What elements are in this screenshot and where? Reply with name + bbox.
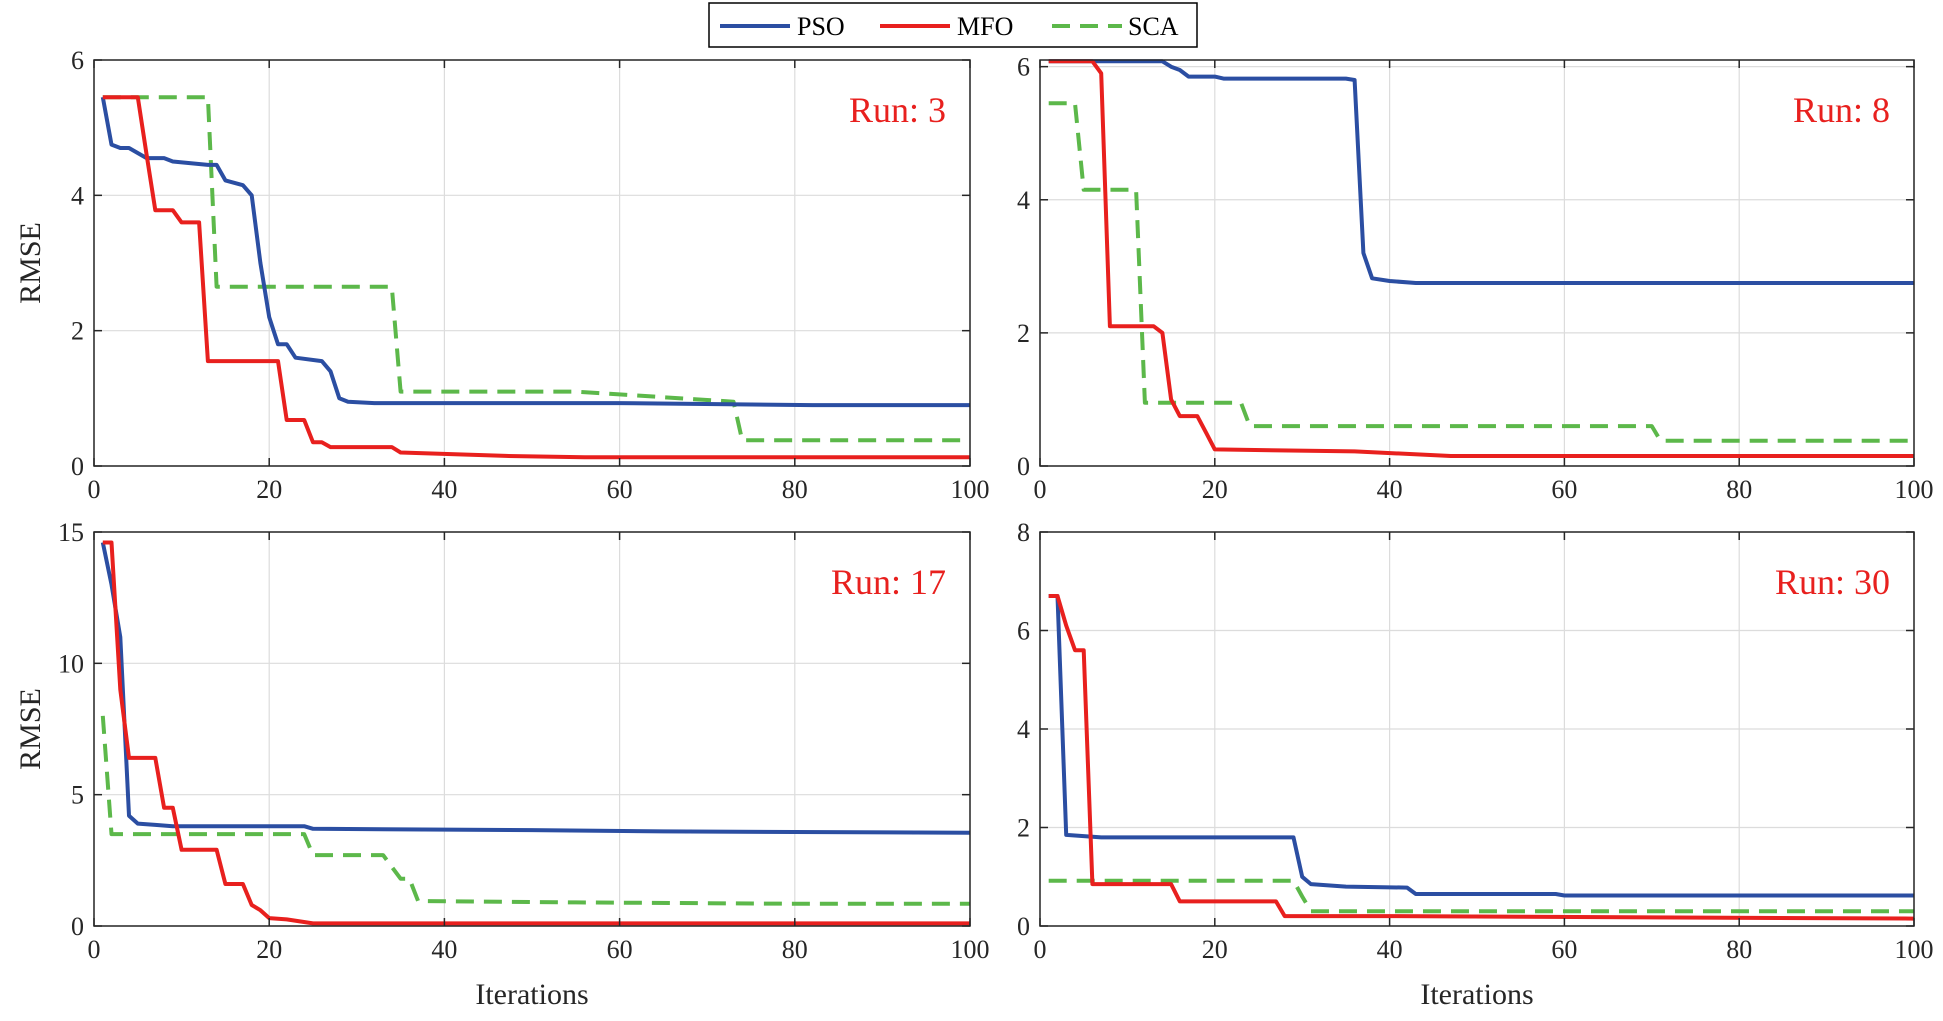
series-line-mfo xyxy=(1048,594,1915,921)
y-tick-label: 5 xyxy=(71,781,84,810)
y-tick-label: 6 xyxy=(71,46,84,75)
y-tick-label: 0 xyxy=(71,452,84,481)
axes-frame xyxy=(93,59,971,467)
y-tick-label: 2 xyxy=(1017,814,1030,843)
x-tick-label: 0 xyxy=(1034,475,1047,504)
y-tick-label: 10 xyxy=(58,649,84,678)
legend-label-sca: SCA xyxy=(1128,12,1179,41)
y-tick-label: 0 xyxy=(1017,452,1030,481)
y-tick-label: 15 xyxy=(58,518,84,547)
x-tick-label: 40 xyxy=(1377,475,1403,504)
series-line-pso xyxy=(100,542,971,835)
plot-area xyxy=(1040,60,1914,466)
series-line-mfo xyxy=(102,95,970,460)
x-tick-label: 40 xyxy=(1377,935,1403,964)
y-tick-label: 4 xyxy=(71,181,84,210)
x-tick-label: 20 xyxy=(1202,475,1228,504)
x-tick-label: 20 xyxy=(256,475,282,504)
x-tick-label: 40 xyxy=(431,935,457,964)
x-tick-label: 100 xyxy=(1895,935,1934,964)
x-tick-label: 80 xyxy=(782,935,808,964)
plot-area xyxy=(94,60,970,466)
y-tick-label: 4 xyxy=(1017,715,1030,744)
series-line-mfo xyxy=(102,540,970,926)
x-tick-label: 80 xyxy=(1726,935,1752,964)
y-tick-label: 4 xyxy=(1017,186,1030,215)
series-line-pso xyxy=(1048,59,1914,285)
plot-area xyxy=(94,532,970,926)
y-axis-label: RMSE xyxy=(14,222,47,304)
y-tick-label: 6 xyxy=(1017,617,1030,646)
x-tick-label: 60 xyxy=(607,475,633,504)
legend: PSO MFO SCA xyxy=(708,2,1198,48)
series-line-pso xyxy=(1048,594,1914,898)
x-tick-label: 100 xyxy=(951,475,990,504)
subplot-run-3: 0 20 40 60 80 100 0 2 4 6 Run: 3 RMSE xyxy=(14,46,990,504)
x-tick-label: 20 xyxy=(256,935,282,964)
x-tick-label: 20 xyxy=(1202,935,1228,964)
x-axis-label: Iterations xyxy=(475,978,588,1011)
run-annotation: Run: 17 xyxy=(831,562,946,602)
x-tick-label: 40 xyxy=(431,475,457,504)
series-line-sca xyxy=(100,715,970,906)
x-tick-label: 0 xyxy=(88,475,101,504)
legend-label-mfo: MFO xyxy=(957,12,1013,41)
series-line-sca xyxy=(102,95,970,443)
y-tick-label: 8 xyxy=(1017,518,1030,547)
x-tick-label: 60 xyxy=(607,935,633,964)
axes-frame xyxy=(1039,59,1915,467)
x-tick-label: 60 xyxy=(1551,935,1577,964)
y-tick-label: 6 xyxy=(1017,53,1030,82)
y-axis-label: RMSE xyxy=(14,688,47,770)
y-tick-label: 0 xyxy=(1017,912,1030,941)
x-axis-label: Iterations xyxy=(1420,978,1533,1011)
series-line-mfo xyxy=(1048,59,1914,458)
x-tick-label: 100 xyxy=(1895,475,1934,504)
subplot-run-30: 0 20 40 60 80 100 0 2 4 6 8 Run: 30 Iterations xyxy=(1017,518,1934,1011)
legend-label-pso: PSO xyxy=(797,12,845,41)
y-tick-label: 0 xyxy=(71,912,84,941)
x-tick-label: 0 xyxy=(1034,935,1047,964)
x-tick-label: 60 xyxy=(1551,475,1577,504)
x-tick-label: 80 xyxy=(782,475,808,504)
y-tick-label: 2 xyxy=(71,317,84,346)
x-tick-label: 100 xyxy=(951,935,990,964)
x-tick-label: 0 xyxy=(88,935,101,964)
series-line-sca xyxy=(1048,101,1914,443)
run-annotation: Run: 3 xyxy=(849,90,946,130)
axes-frame xyxy=(93,531,971,927)
series-line-sca xyxy=(1048,878,1914,914)
run-annotation: Run: 8 xyxy=(1793,90,1890,130)
x-tick-label: 80 xyxy=(1726,475,1752,504)
subplot-run-8: 0 20 40 60 80 100 0 2 4 6 Run: 8 xyxy=(1017,53,1934,504)
y-tick-label: 2 xyxy=(1017,319,1030,348)
run-annotation: Run: 30 xyxy=(1775,562,1890,602)
subplot-run-17: 0 20 40 60 80 100 0 5 10 15 Run: 17 RMSE Iterations xyxy=(14,518,990,1011)
